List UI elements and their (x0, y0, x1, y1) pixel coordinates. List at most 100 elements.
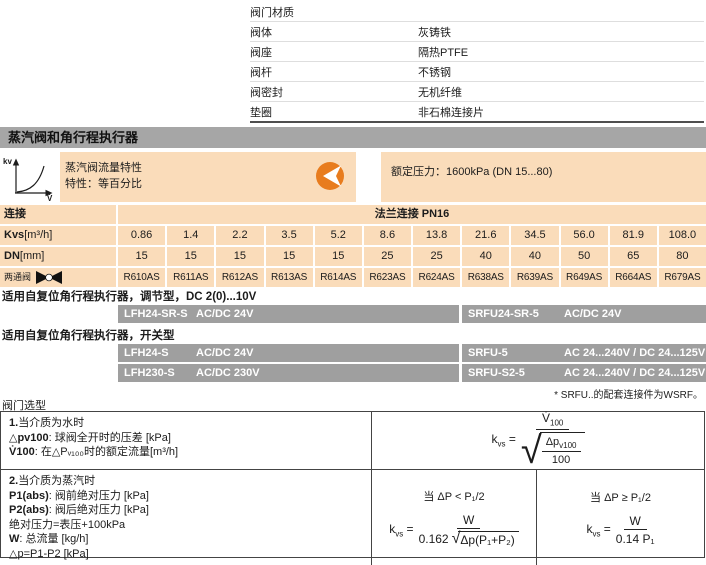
srfu-note: * SRFU..的配套连接件为WSRF。 (554, 390, 703, 401)
kvs-water-formula: kvs = V̇100 √ Δpv100 100 (491, 411, 585, 470)
spec-line: △pv100: 球阀全开时的压差 [kPa] (9, 431, 171, 444)
actuator-voltage: AC/DC 24V (196, 308, 254, 320)
kvs-value: 0.86 (118, 226, 166, 245)
actuator-bar: LFH24-S AC/DC 24V (118, 344, 459, 362)
actuator-model: LFH230-S (124, 367, 175, 379)
material-value: 隔热PTFE (418, 46, 469, 59)
kvs-steam-formula-1: kvs = W 0.162 √ Δp(P₁+P₂) (389, 513, 519, 547)
flow-characteristic-row: kv V̇ 蒸汽阀流量特性 特性：等百分比 额定压力：1600kPa (DN 1… (0, 152, 706, 203)
spec-line: 2.当介质为蒸汽时 (9, 475, 96, 487)
kvs-value: 2.2 (216, 226, 264, 245)
material-value: 无机纤维 (418, 86, 462, 99)
dn-value: 15 (216, 247, 264, 266)
actuator-bar: SRFU24-SR-5 AC/DC 24V (462, 305, 706, 323)
material-label: 阀座 (250, 46, 272, 59)
material-label: 阀密封 (250, 86, 283, 99)
actuator-model: SRFU-S2-5 (468, 367, 525, 379)
material-label: 阀杆 (250, 66, 272, 79)
spec-line: 绝对压力=表压+100kPa (9, 518, 126, 531)
spec-line: W: 总流量 [kg/h] (9, 533, 89, 545)
connection-label: 连接 (0, 205, 116, 224)
dn-value: 15 (118, 247, 166, 266)
material-row-seal: 阀密封 无机纤维 (250, 82, 704, 102)
material-row-stem: 阀杆 不锈钢 (250, 62, 704, 82)
steam-conditions-cell: 2.当介质为蒸汽时 P1(abs): 阀前绝对压力 [kPa] P2(abs):… (1, 470, 372, 565)
valve-model: R664AS (609, 268, 657, 287)
kvs-value: 108.0 (658, 226, 706, 245)
two-way-valve-row-label: 两通阀 (0, 268, 116, 287)
section-header: 蒸汽阀和角行程执行器 (0, 127, 706, 148)
valve-model: R613AS (265, 268, 313, 287)
svg-text:kv: kv (3, 157, 12, 166)
spec-line: 1.当介质为水时 (9, 417, 85, 429)
valve-model: R623AS (363, 268, 411, 287)
actuator-model: LFH24-SR-S (124, 308, 188, 320)
valve-model: R624AS (413, 268, 461, 287)
two-way-valve-label: 两通阀 (4, 272, 32, 282)
valve-selection-table: 1.当介质为水时 △pv100: 球阀全开时的压差 [kPa] V̇100: 在… (0, 411, 705, 565)
flow-feature-line1: 蒸汽阀流量特性 (65, 162, 142, 174)
modulating-actuator-row: LFH24-SR-S AC/DC 24V SRFU24-SR-5 AC/DC 2… (118, 305, 706, 323)
connection-value: 法兰连接 PN16 (118, 205, 706, 224)
actuator-voltage: AC 24...240V / DC 24...125V (564, 347, 706, 359)
spec-line: P2(abs): 阀后绝对压力 [kPa] (9, 504, 149, 516)
materials-header-row: 阀门材质 (250, 2, 704, 22)
valve-materials-table: 阀门材质 阀体 灰铸铁 阀座 隔热PTFE 阀杆 不锈钢 阀密封 无机纤维 垫圈… (250, 2, 704, 123)
onoff-actuator-title: 适用自复位角行程执行器，开关型 (2, 330, 175, 342)
steam-case1-condition: 当 ΔP < P₁/2 (423, 491, 485, 503)
valve-model: R614AS (314, 268, 362, 287)
actuator-voltage: AC/DC 24V (196, 347, 254, 359)
water-formula-cell: kvs = V̇100 √ Δpv100 100 (372, 411, 704, 470)
valve-model: R679AS (658, 268, 706, 287)
valve-model: R638AS (462, 268, 510, 287)
rated-pressure-cell: 额定压力：1600kPa (DN 15...80) (381, 152, 706, 202)
spec-line: V̇100: 在△Pᵥ₁₀₀时的额定流量[m³/h] (9, 446, 179, 458)
dn-value: 15 (314, 247, 362, 266)
actuator-voltage: AC/DC 24V (564, 308, 622, 320)
kvs-value: 8.6 (363, 226, 411, 245)
material-value: 灰铸铁 (418, 26, 451, 39)
onoff-actuator-row-2: LFH230-S AC/DC 230V SRFU-S2-5 AC 24...24… (118, 364, 706, 382)
actuator-bar: SRFU-5 AC 24...240V / DC 24...125V (462, 344, 706, 362)
equal-percentage-icon (315, 161, 345, 191)
spec-line: △p=P1-P2 [kPa] (9, 547, 89, 560)
flow-feature-line2: 特性：等百分比 (65, 178, 142, 190)
valve-model: R649AS (560, 268, 608, 287)
material-row-gasket: 垫圈 非石棉连接片 (250, 102, 704, 123)
dn-value: 40 (511, 247, 559, 266)
materials-title: 阀门材质 (250, 6, 294, 19)
dn-value: 80 (658, 247, 706, 266)
kvs-row-label: Kvs [m³/h] (0, 226, 116, 245)
kvs-value: 81.9 (609, 226, 657, 245)
material-label: 阀体 (250, 26, 272, 39)
material-row-seat: 阀座 隔热PTFE (250, 42, 704, 62)
steam-case2-condition: 当 ΔP ≥ P₁/2 (590, 492, 651, 504)
actuator-voltage: AC 24...240V / DC 24...125V (564, 367, 706, 379)
material-row-body: 阀体 灰铸铁 (250, 22, 704, 42)
dn-value: 25 (413, 247, 461, 266)
valve-model: R611AS (167, 268, 215, 287)
rated-pressure-text: 额定压力：1600kPa (DN 15...80) (391, 166, 553, 178)
kvs-value: 21.6 (462, 226, 510, 245)
dn-value: 15 (265, 247, 313, 266)
kvs-value: 34.5 (511, 226, 559, 245)
modulating-actuator-title: 适用自复位角行程执行器，调节型，DC 2(0)...10V (2, 291, 257, 303)
actuator-model: SRFU-5 (468, 347, 508, 359)
flow-feature-cell: 蒸汽阀流量特性 特性：等百分比 (60, 152, 356, 202)
steam-case2-cell: 当 ΔP ≥ P₁/2 kvs = W 0.14 P₁ (537, 470, 704, 565)
kvs-value: 56.0 (560, 226, 608, 245)
valve-model: R639AS (511, 268, 559, 287)
dn-value: 65 (609, 247, 657, 266)
kvs-value: 5.2 (314, 226, 362, 245)
kvs-steam-formula-2: kvs = W 0.14 P₁ (586, 514, 655, 546)
valve-model: R612AS (216, 268, 264, 287)
dn-row-label: DN [mm] (0, 247, 116, 266)
valve-sizing-table: 连接 法兰连接 PN16 Kvs [m³/h] 0.86 1.4 2.2 3.5 … (0, 205, 706, 287)
svg-text:V̇: V̇ (47, 194, 53, 202)
dn-value: 25 (363, 247, 411, 266)
steam-case1-cell: 当 ΔP < P₁/2 kvs = W 0.162 √ Δp(P₁+P₂) (372, 470, 537, 565)
actuator-bar: SRFU-S2-5 AC 24...240V / DC 24...125V (462, 364, 706, 382)
actuator-bar: LFH24-SR-S AC/DC 24V (118, 305, 459, 323)
material-value: 不锈钢 (418, 66, 451, 79)
dn-value: 50 (560, 247, 608, 266)
